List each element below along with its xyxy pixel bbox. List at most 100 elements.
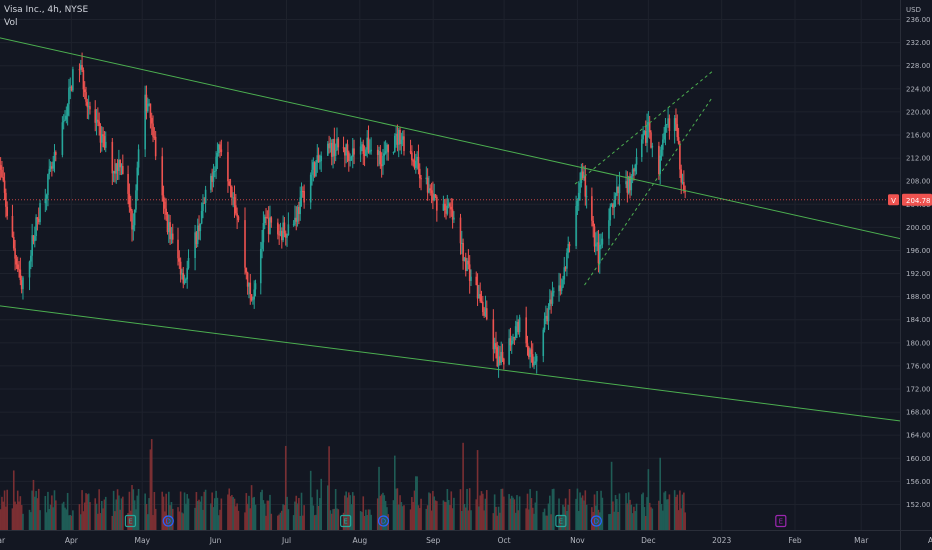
- volume-bar: [470, 510, 472, 530]
- wedge-trendline[interactable]: [584, 97, 713, 286]
- volume-bar: [219, 509, 221, 530]
- candle: [228, 181, 231, 186]
- candle: [513, 337, 516, 339]
- volume-bar: [129, 510, 132, 530]
- volume-bar: [35, 490, 37, 530]
- candle: [528, 347, 530, 358]
- candle: [575, 206, 577, 247]
- candle: [361, 144, 363, 147]
- time-tick-label: Apr: [65, 536, 79, 545]
- volume-bar: [30, 512, 32, 530]
- volume-bar: [417, 505, 420, 530]
- candle: [120, 166, 123, 168]
- candle: [362, 144, 365, 154]
- candle: [118, 159, 120, 171]
- last-price-tag[interactable]: [902, 193, 932, 206]
- candle: [651, 145, 654, 148]
- candle: [53, 152, 56, 162]
- candle: [282, 222, 284, 241]
- price-axis[interactable]: USD 152.00 156.00 160.00 164.00 168.00 172.00 1…: [888, 0, 932, 550]
- candle: [349, 159, 351, 161]
- candle: [319, 161, 321, 163]
- channel-trendline[interactable]: [0, 305, 932, 452]
- volume-bar: [217, 515, 220, 530]
- candle: [646, 125, 648, 143]
- symbol-title[interactable]: Visa Inc., 4h, NYSE: [4, 5, 89, 15]
- volume-bar: [550, 514, 552, 530]
- volume-bar: [86, 494, 89, 530]
- volume-bar: [169, 505, 171, 530]
- candle: [668, 118, 671, 131]
- volume-bar: [278, 514, 280, 530]
- dividend-marker[interactable]: [590, 515, 602, 527]
- volume-bar: [425, 508, 428, 530]
- volume-bar: [246, 503, 249, 530]
- candle: [269, 217, 271, 234]
- dividend-marker[interactable]: [377, 515, 390, 527]
- earnings-marker[interactable]: [340, 514, 352, 528]
- volume-bar: [298, 498, 300, 530]
- volume-bar: [526, 493, 529, 530]
- candle: [634, 164, 637, 172]
- candle: [232, 197, 234, 199]
- volume-bar: [577, 510, 580, 530]
- candle: [64, 119, 66, 121]
- upcoming-earnings-marker[interactable]: [775, 514, 787, 528]
- candle: [128, 193, 131, 208]
- volume-bar: [265, 515, 267, 530]
- volume-bar: [528, 509, 530, 530]
- candle: [132, 225, 135, 230]
- volume-bar: [102, 508, 104, 530]
- earnings-marker[interactable]: [555, 514, 567, 528]
- volume-bar: [677, 510, 680, 530]
- candle: [112, 171, 115, 174]
- candle: [267, 218, 270, 234]
- volume-bar: [326, 485, 329, 530]
- volume-bar: [259, 492, 262, 530]
- candle: [345, 144, 347, 156]
- candle: [526, 343, 529, 348]
- volume-bar: [330, 513, 333, 530]
- volume-bar: [162, 496, 165, 530]
- volume-bar: [292, 515, 295, 530]
- earnings-marker[interactable]: [124, 514, 137, 528]
- candle: [181, 273, 183, 275]
- price-tick-label: 232.00: [906, 39, 931, 47]
- volume-bar: [302, 515, 304, 530]
- volume-bar: [350, 504, 353, 530]
- volume-bar: [2, 501, 5, 530]
- candle: [114, 171, 116, 174]
- candle: [39, 203, 41, 223]
- candle: [150, 117, 153, 124]
- time-tick-label: Jun: [209, 536, 222, 545]
- candle: [111, 141, 114, 174]
- candle: [430, 190, 433, 194]
- dividend-marker[interactable]: [162, 515, 174, 527]
- candle: [450, 206, 453, 210]
- candle: [99, 126, 102, 143]
- candle: [102, 134, 104, 137]
- volume-bar: [200, 496, 203, 530]
- volume-bar: [376, 498, 379, 530]
- candle: [165, 208, 167, 215]
- volume-bar: [370, 514, 372, 530]
- volume-bar: [249, 508, 252, 530]
- candle: [613, 200, 616, 208]
- volume-bar: [369, 509, 371, 530]
- volume-bar: [65, 509, 68, 530]
- candle: [295, 217, 298, 222]
- candle: [535, 356, 538, 362]
- volume-bar: [598, 512, 601, 530]
- trendlines[interactable]: [0, 37, 932, 453]
- volume-bar: [450, 491, 453, 530]
- candle: [610, 204, 613, 207]
- candle: [82, 70, 85, 90]
- volume-label[interactable]: Vol: [4, 18, 18, 28]
- volume-bar: [500, 488, 503, 530]
- candle: [248, 282, 250, 287]
- channel-trendline[interactable]: [0, 37, 932, 294]
